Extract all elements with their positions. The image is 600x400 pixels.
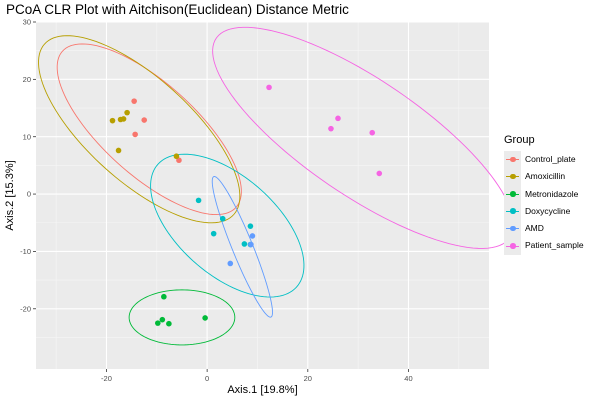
point-doxycycline [210, 230, 217, 237]
axes: -20 0 20 40 -20 -10 0 10 20 30 [20, 18, 412, 383]
y-tick-label: 30 [23, 18, 31, 27]
point-amd [248, 241, 254, 248]
ellipse-amoxicillin [38, 35, 241, 224]
x-tick-label: 0 [205, 374, 209, 383]
point-control-plate [131, 98, 137, 104]
point-doxycycline [219, 215, 226, 222]
legend-item-patient-sample: Patient_sample [504, 237, 584, 255]
legend: Group Control_plate Amoxicillin Metronidaz… [504, 134, 584, 255]
legend-label: Amoxicillin [525, 171, 566, 182]
legend-key-icon [504, 237, 521, 255]
legend-dot-icon [510, 225, 516, 232]
chart-title: PCoA CLR Plot with Aitchison(Euclidean) … [6, 2, 349, 17]
point-amoxicillin [124, 109, 130, 116]
ellipse-metronidazole [128, 289, 236, 346]
point-control-plate [132, 131, 138, 138]
point-doxycycline [195, 197, 202, 204]
y-tick-label: -10 [20, 247, 31, 256]
x-axis-label: Axis.1 [19.8%] [227, 384, 297, 396]
y-tick-label: 20 [23, 75, 31, 84]
ellipse-amd [211, 176, 273, 318]
legend-key-icon [504, 202, 521, 221]
point-control-plate [176, 157, 182, 164]
ellipse-doxycycline [150, 153, 305, 298]
point-metronidazole [161, 293, 167, 300]
point-amd [249, 233, 256, 239]
point-amoxicillin [173, 153, 180, 160]
legend-label: Patient_sample [525, 240, 584, 251]
point-control-plate [141, 117, 148, 123]
point-patient-sample [369, 129, 376, 136]
point-amoxicillin [109, 117, 116, 124]
data-points [109, 84, 383, 327]
confidence-ellipses [38, 26, 515, 346]
legend-key-icon [504, 168, 521, 186]
legend-label: Doxycycline [525, 205, 571, 216]
grid-lines [36, 21, 489, 369]
legend-dot-icon [510, 243, 516, 249]
point-metronidazole [166, 320, 172, 327]
legend-items: Control_plate Amoxicillin Metronidazole Dox… [504, 151, 584, 255]
legend-key-icon [504, 220, 521, 238]
legend-label: Metronidazole [525, 188, 579, 199]
legend-dot-icon [510, 156, 516, 163]
legend-label: AMD [525, 223, 544, 234]
legend-key-icon [504, 185, 521, 203]
legend-item-doxycycline: Doxycycline [504, 202, 584, 221]
ellipse-patient-sample [212, 26, 515, 249]
point-metronidazole [155, 320, 161, 326]
ellipse-control-plate [56, 43, 242, 216]
plot-panel [36, 22, 489, 369]
point-doxycycline [247, 223, 254, 229]
point-patient-sample [266, 84, 272, 91]
point-patient-sample [376, 170, 383, 177]
legend-dot-icon [510, 191, 516, 197]
x-tick-label: 20 [304, 374, 312, 383]
y-tick-label: 10 [23, 132, 31, 141]
x-tick-label: -20 [101, 374, 112, 383]
legend-dot-icon [510, 208, 516, 214]
legend-key-icon [504, 151, 521, 169]
point-doxycycline [241, 241, 248, 247]
legend-title: Group [504, 134, 535, 146]
legend-item-metronidazole: Metronidazole [504, 185, 584, 203]
point-amoxicillin [120, 116, 127, 122]
point-patient-sample [335, 115, 341, 122]
y-axis-label: Axis.2 [15.3%] [4, 160, 16, 230]
point-metronidazole [159, 316, 166, 323]
point-amd [227, 260, 234, 267]
x-tick-label: 40 [404, 374, 412, 383]
legend-item-control-plate: Control_plate [504, 151, 584, 169]
y-tick-label: -20 [20, 304, 31, 313]
legend-item-amd: AMD [504, 220, 584, 238]
legend-item-amoxicillin: Amoxicillin [504, 168, 584, 186]
legend-dot-icon [510, 173, 516, 180]
legend-label: Control_plate [525, 154, 576, 164]
y-tick-label: 0 [27, 190, 31, 199]
point-metronidazole [202, 315, 208, 321]
point-amoxicillin [115, 147, 122, 154]
point-patient-sample [328, 125, 334, 132]
